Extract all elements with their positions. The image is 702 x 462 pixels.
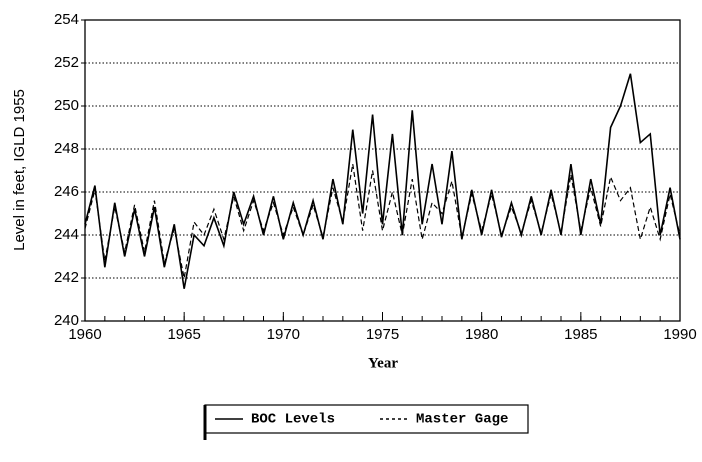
plot-frame — [84, 19, 681, 322]
y-tick-label: 242 — [54, 269, 79, 286]
y-tick-label: 250 — [54, 97, 79, 114]
x-axis-label: Year — [368, 355, 398, 371]
x-tick-label: 1960 — [68, 326, 101, 343]
y-axis-label: Level in feet, IGLD 1955 — [11, 89, 28, 251]
y-tick-label: 244 — [54, 226, 79, 243]
y-tick-label: 254 — [54, 11, 79, 28]
series-line — [84, 163, 681, 279]
x-tick-label: 1970 — [267, 326, 300, 343]
legend-label: BOC Levels — [251, 412, 335, 428]
legend-label: Master Gage — [416, 412, 508, 428]
x-tick-label: 1975 — [366, 326, 399, 343]
x-tick-label: 1985 — [564, 326, 597, 343]
series-line — [84, 73, 681, 289]
y-tick-label: 248 — [54, 140, 79, 157]
y-tick-label: 252 — [54, 54, 79, 71]
y-tick-label: 240 — [54, 312, 79, 329]
y-tick-label: 246 — [54, 183, 79, 200]
x-tick-label: 1980 — [465, 326, 498, 343]
x-tick-label: 1965 — [167, 326, 200, 343]
x-tick-label: 1990 — [663, 326, 696, 343]
